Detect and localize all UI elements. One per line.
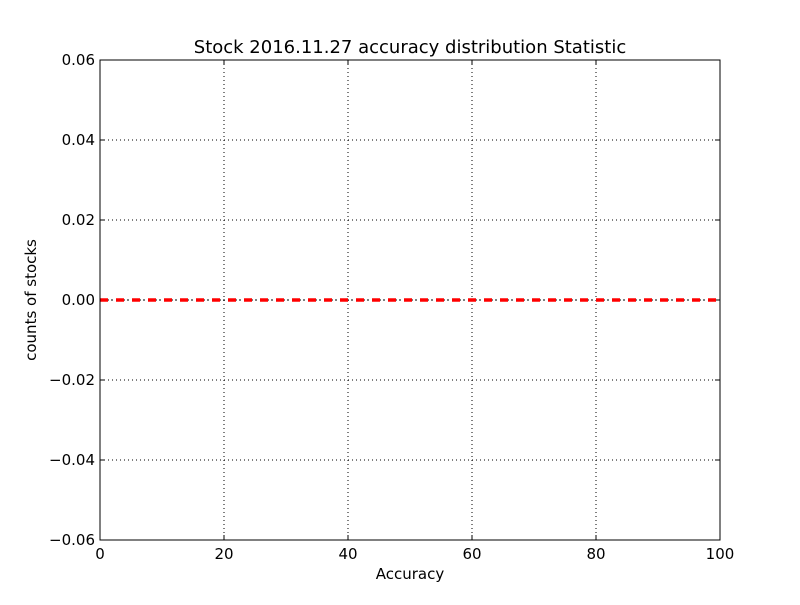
y-tick-label: −0.02 — [49, 371, 95, 389]
x-tick-labels: 0 20 40 60 80 100 — [95, 545, 734, 563]
x-tick-label: 0 — [95, 545, 105, 563]
x-tick-label: 80 — [586, 545, 605, 563]
y-tick-label: −0.04 — [49, 451, 95, 469]
y-tick-label: 0.04 — [62, 131, 95, 149]
chart-title: Stock 2016.11.27 accuracy distribution S… — [194, 37, 626, 58]
x-axis-label: Accuracy — [376, 565, 445, 583]
y-tick-label: 0.02 — [62, 211, 95, 229]
plot-frame — [99, 59, 721, 541]
y-tick-labels: 0.06 0.04 0.02 0.00 −0.02 −0.04 −0.06 — [49, 51, 95, 549]
x-tick-label: 60 — [462, 545, 481, 563]
y-tick-label: 0.06 — [62, 51, 95, 69]
x-tick-label: 20 — [214, 545, 233, 563]
y-tick-label: 0.00 — [62, 291, 95, 309]
y-axis-label: counts of stocks — [22, 239, 40, 361]
x-tick-label: 40 — [338, 545, 357, 563]
axis-ticks — [99, 59, 721, 541]
x-tick-label: 100 — [706, 545, 735, 563]
y-tick-label: −0.06 — [49, 531, 95, 549]
